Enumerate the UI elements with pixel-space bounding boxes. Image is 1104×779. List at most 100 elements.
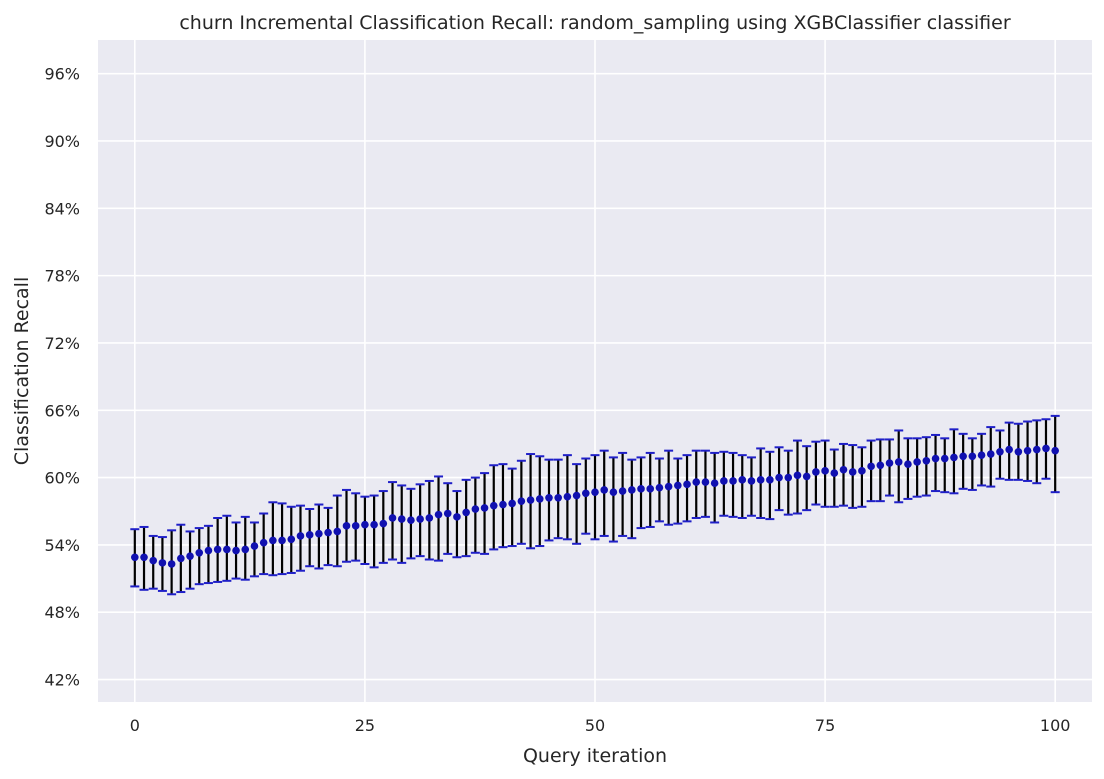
- data-point: [351, 522, 360, 530]
- data-point: [333, 527, 342, 536]
- data-point: [1051, 446, 1059, 455]
- y-axis-label: Classification Recall: [11, 277, 33, 465]
- data-point: [158, 559, 167, 567]
- data-point: [747, 477, 756, 485]
- y-tick-label: 48%: [44, 603, 80, 622]
- data-point: [830, 469, 839, 477]
- data-point: [756, 476, 765, 484]
- data-point: [609, 488, 618, 496]
- data-point: [195, 548, 204, 557]
- data-point: [462, 508, 470, 517]
- data-point: [600, 486, 609, 494]
- data-point: [416, 515, 424, 523]
- data-point: [177, 554, 185, 563]
- x-tick-label: 75: [815, 716, 835, 735]
- data-point: [812, 468, 820, 476]
- y-tick-label: 60%: [44, 469, 80, 488]
- data-point: [480, 504, 489, 512]
- data-point: [563, 492, 572, 501]
- data-point: [1005, 445, 1013, 454]
- data-points: [131, 444, 1059, 568]
- data-point: [1023, 446, 1032, 455]
- data-point: [526, 496, 535, 504]
- data-point: [729, 477, 737, 485]
- data-point: [738, 476, 747, 484]
- x-tick-label: 25: [355, 716, 375, 735]
- data-point: [664, 482, 673, 491]
- data-point: [131, 553, 139, 562]
- data-point: [259, 538, 268, 547]
- data-point: [443, 509, 452, 518]
- data-point: [766, 476, 774, 484]
- data-point: [361, 520, 369, 529]
- data-point: [342, 522, 351, 530]
- y-tick-label: 66%: [44, 401, 80, 420]
- y-tick-label: 90%: [44, 132, 80, 151]
- data-point: [186, 552, 194, 560]
- data-point: [793, 471, 802, 480]
- x-tick-label: 0: [130, 716, 140, 735]
- x-tick-label: 100: [1040, 716, 1071, 735]
- data-point: [904, 460, 912, 468]
- data-point: [278, 536, 286, 545]
- y-tick-label: 54%: [44, 536, 80, 555]
- data-point: [388, 514, 397, 522]
- data-point: [370, 520, 378, 529]
- data-point: [296, 532, 305, 540]
- data-point: [655, 483, 664, 492]
- data-point: [232, 546, 240, 555]
- data-point: [848, 468, 857, 476]
- data-point: [986, 450, 995, 458]
- data-point: [213, 545, 222, 554]
- data-point: [250, 542, 259, 550]
- data-point: [149, 556, 158, 565]
- data-point: [959, 452, 967, 461]
- data-point: [692, 478, 701, 486]
- data-point: [894, 458, 903, 466]
- data-point: [701, 478, 710, 486]
- data-point: [618, 487, 627, 495]
- data-point: [453, 513, 461, 521]
- data-point: [637, 485, 645, 493]
- x-axis-label: Query iteration: [523, 745, 667, 767]
- data-point: [1014, 447, 1023, 456]
- data-point: [775, 473, 783, 482]
- data-point: [839, 465, 848, 474]
- x-tick-labels: 0 25 50 75 100: [130, 716, 1071, 735]
- data-point: [913, 458, 921, 466]
- data-point: [204, 546, 213, 555]
- data-point: [499, 500, 507, 509]
- y-tick-label: 84%: [44, 199, 80, 218]
- data-point: [1032, 445, 1041, 454]
- data-point: [876, 461, 885, 470]
- data-point: [784, 473, 793, 482]
- data-point: [397, 515, 406, 523]
- data-point: [167, 560, 176, 568]
- data-point: [885, 459, 894, 467]
- y-tick-label: 42%: [44, 671, 80, 690]
- data-point: [931, 454, 940, 463]
- data-point: [545, 493, 553, 502]
- data-point: [269, 536, 277, 545]
- data-point: [434, 510, 443, 519]
- y-tick-label: 78%: [44, 267, 80, 286]
- data-point: [628, 486, 636, 494]
- data-point: [581, 489, 590, 498]
- data-point: [241, 545, 250, 554]
- data-point: [821, 467, 829, 475]
- data-point: [379, 519, 388, 528]
- data-point: [858, 467, 866, 475]
- data-point: [674, 481, 682, 490]
- data-point: [425, 514, 434, 522]
- data-point: [471, 505, 480, 513]
- y-tick-label: 72%: [44, 334, 80, 353]
- data-point: [315, 529, 323, 538]
- y-tick-label: 96%: [44, 65, 80, 84]
- data-point: [489, 501, 498, 510]
- x-tick-label: 50: [585, 716, 605, 735]
- data-point: [324, 528, 332, 537]
- data-point: [867, 462, 875, 471]
- data-point: [508, 499, 516, 508]
- data-point: [646, 485, 655, 493]
